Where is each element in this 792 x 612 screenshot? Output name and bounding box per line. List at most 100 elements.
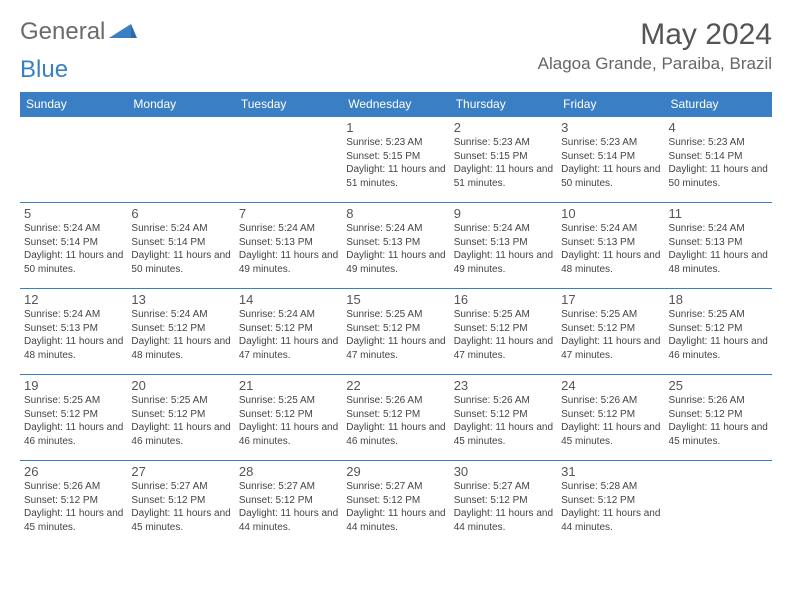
calendar-empty-cell (235, 117, 342, 203)
day-number: 8 (346, 206, 445, 221)
day-number: 20 (131, 378, 230, 393)
day-number: 29 (346, 464, 445, 479)
day-number: 22 (346, 378, 445, 393)
calendar-day-cell: 27Sunrise: 5:27 AMSunset: 5:12 PMDayligh… (127, 461, 234, 547)
day-number: 27 (131, 464, 230, 479)
calendar-day-cell: 3Sunrise: 5:23 AMSunset: 5:14 PMDaylight… (557, 117, 664, 203)
calendar-day-cell: 13Sunrise: 5:24 AMSunset: 5:12 PMDayligh… (127, 289, 234, 375)
day-number: 18 (669, 292, 768, 307)
day-details: Sunrise: 5:24 AMSunset: 5:13 PMDaylight:… (669, 222, 768, 276)
day-details: Sunrise: 5:24 AMSunset: 5:14 PMDaylight:… (24, 222, 123, 276)
day-details: Sunrise: 5:26 AMSunset: 5:12 PMDaylight:… (561, 394, 660, 448)
day-number: 26 (24, 464, 123, 479)
day-number: 3 (561, 120, 660, 135)
day-details: Sunrise: 5:25 AMSunset: 5:12 PMDaylight:… (24, 394, 123, 448)
day-number: 13 (131, 292, 230, 307)
day-number: 6 (131, 206, 230, 221)
calendar-day-cell: 19Sunrise: 5:25 AMSunset: 5:12 PMDayligh… (20, 375, 127, 461)
day-details: Sunrise: 5:24 AMSunset: 5:13 PMDaylight:… (346, 222, 445, 276)
calendar-table: SundayMondayTuesdayWednesdayThursdayFrid… (20, 92, 772, 547)
calendar-day-cell: 15Sunrise: 5:25 AMSunset: 5:12 PMDayligh… (342, 289, 449, 375)
calendar-week-row: 19Sunrise: 5:25 AMSunset: 5:12 PMDayligh… (20, 375, 772, 461)
weekday-row: SundayMondayTuesdayWednesdayThursdayFrid… (20, 92, 772, 117)
day-number: 10 (561, 206, 660, 221)
calendar-day-cell: 10Sunrise: 5:24 AMSunset: 5:13 PMDayligh… (557, 203, 664, 289)
calendar-empty-cell (20, 117, 127, 203)
day-details: Sunrise: 5:27 AMSunset: 5:12 PMDaylight:… (454, 480, 553, 534)
day-number: 4 (669, 120, 768, 135)
day-number: 30 (454, 464, 553, 479)
day-details: Sunrise: 5:24 AMSunset: 5:12 PMDaylight:… (239, 308, 338, 362)
day-details: Sunrise: 5:24 AMSunset: 5:13 PMDaylight:… (24, 308, 123, 362)
calendar-day-cell: 7Sunrise: 5:24 AMSunset: 5:13 PMDaylight… (235, 203, 342, 289)
day-details: Sunrise: 5:24 AMSunset: 5:12 PMDaylight:… (131, 308, 230, 362)
calendar-week-row: 5Sunrise: 5:24 AMSunset: 5:14 PMDaylight… (20, 203, 772, 289)
calendar-day-cell: 1Sunrise: 5:23 AMSunset: 5:15 PMDaylight… (342, 117, 449, 203)
calendar-day-cell: 8Sunrise: 5:24 AMSunset: 5:13 PMDaylight… (342, 203, 449, 289)
calendar-day-cell: 11Sunrise: 5:24 AMSunset: 5:13 PMDayligh… (665, 203, 772, 289)
day-details: Sunrise: 5:27 AMSunset: 5:12 PMDaylight:… (131, 480, 230, 534)
weekday-header: Sunday (20, 92, 127, 117)
day-details: Sunrise: 5:25 AMSunset: 5:12 PMDaylight:… (131, 394, 230, 448)
day-number: 17 (561, 292, 660, 307)
calendar-week-row: 12Sunrise: 5:24 AMSunset: 5:13 PMDayligh… (20, 289, 772, 375)
day-details: Sunrise: 5:28 AMSunset: 5:12 PMDaylight:… (561, 480, 660, 534)
day-details: Sunrise: 5:25 AMSunset: 5:12 PMDaylight:… (669, 308, 768, 362)
calendar-day-cell: 2Sunrise: 5:23 AMSunset: 5:15 PMDaylight… (450, 117, 557, 203)
day-number: 21 (239, 378, 338, 393)
calendar-day-cell: 26Sunrise: 5:26 AMSunset: 5:12 PMDayligh… (20, 461, 127, 547)
day-number: 24 (561, 378, 660, 393)
day-number: 1 (346, 120, 445, 135)
calendar-body: 1Sunrise: 5:23 AMSunset: 5:15 PMDaylight… (20, 117, 772, 547)
calendar-day-cell: 28Sunrise: 5:27 AMSunset: 5:12 PMDayligh… (235, 461, 342, 547)
day-number: 5 (24, 206, 123, 221)
weekday-header: Monday (127, 92, 234, 117)
weekday-header: Wednesday (342, 92, 449, 117)
day-details: Sunrise: 5:24 AMSunset: 5:13 PMDaylight:… (454, 222, 553, 276)
day-number: 31 (561, 464, 660, 479)
day-number: 11 (669, 206, 768, 221)
day-details: Sunrise: 5:25 AMSunset: 5:12 PMDaylight:… (346, 308, 445, 362)
calendar-day-cell: 16Sunrise: 5:25 AMSunset: 5:12 PMDayligh… (450, 289, 557, 375)
weekday-header: Friday (557, 92, 664, 117)
calendar-day-cell: 17Sunrise: 5:25 AMSunset: 5:12 PMDayligh… (557, 289, 664, 375)
calendar-head: SundayMondayTuesdayWednesdayThursdayFrid… (20, 92, 772, 117)
day-number: 9 (454, 206, 553, 221)
day-number: 14 (239, 292, 338, 307)
calendar-day-cell: 20Sunrise: 5:25 AMSunset: 5:12 PMDayligh… (127, 375, 234, 461)
day-details: Sunrise: 5:25 AMSunset: 5:12 PMDaylight:… (239, 394, 338, 448)
day-number: 16 (454, 292, 553, 307)
calendar-day-cell: 9Sunrise: 5:24 AMSunset: 5:13 PMDaylight… (450, 203, 557, 289)
logo-text-blue: Blue (20, 56, 68, 84)
calendar-week-row: 1Sunrise: 5:23 AMSunset: 5:15 PMDaylight… (20, 117, 772, 203)
day-details: Sunrise: 5:27 AMSunset: 5:12 PMDaylight:… (239, 480, 338, 534)
day-number: 19 (24, 378, 123, 393)
day-details: Sunrise: 5:23 AMSunset: 5:14 PMDaylight:… (669, 136, 768, 190)
month-title: May 2024 (538, 18, 772, 52)
calendar-day-cell: 22Sunrise: 5:26 AMSunset: 5:12 PMDayligh… (342, 375, 449, 461)
day-details: Sunrise: 5:26 AMSunset: 5:12 PMDaylight:… (454, 394, 553, 448)
calendar-empty-cell (665, 461, 772, 547)
day-number: 2 (454, 120, 553, 135)
calendar-day-cell: 29Sunrise: 5:27 AMSunset: 5:12 PMDayligh… (342, 461, 449, 547)
logo-triangle-icon (109, 22, 137, 42)
day-details: Sunrise: 5:26 AMSunset: 5:12 PMDaylight:… (669, 394, 768, 448)
calendar-day-cell: 25Sunrise: 5:26 AMSunset: 5:12 PMDayligh… (665, 375, 772, 461)
day-number: 7 (239, 206, 338, 221)
day-details: Sunrise: 5:27 AMSunset: 5:12 PMDaylight:… (346, 480, 445, 534)
calendar-day-cell: 23Sunrise: 5:26 AMSunset: 5:12 PMDayligh… (450, 375, 557, 461)
calendar-day-cell: 18Sunrise: 5:25 AMSunset: 5:12 PMDayligh… (665, 289, 772, 375)
calendar-day-cell: 14Sunrise: 5:24 AMSunset: 5:12 PMDayligh… (235, 289, 342, 375)
day-details: Sunrise: 5:26 AMSunset: 5:12 PMDaylight:… (24, 480, 123, 534)
calendar-day-cell: 12Sunrise: 5:24 AMSunset: 5:13 PMDayligh… (20, 289, 127, 375)
day-number: 28 (239, 464, 338, 479)
calendar-day-cell: 30Sunrise: 5:27 AMSunset: 5:12 PMDayligh… (450, 461, 557, 547)
calendar-day-cell: 4Sunrise: 5:23 AMSunset: 5:14 PMDaylight… (665, 117, 772, 203)
calendar-empty-cell (127, 117, 234, 203)
location-label: Alagoa Grande, Paraiba, Brazil (538, 54, 772, 74)
day-details: Sunrise: 5:24 AMSunset: 5:14 PMDaylight:… (131, 222, 230, 276)
calendar-day-cell: 21Sunrise: 5:25 AMSunset: 5:12 PMDayligh… (235, 375, 342, 461)
calendar-day-cell: 6Sunrise: 5:24 AMSunset: 5:14 PMDaylight… (127, 203, 234, 289)
day-number: 15 (346, 292, 445, 307)
day-details: Sunrise: 5:23 AMSunset: 5:14 PMDaylight:… (561, 136, 660, 190)
